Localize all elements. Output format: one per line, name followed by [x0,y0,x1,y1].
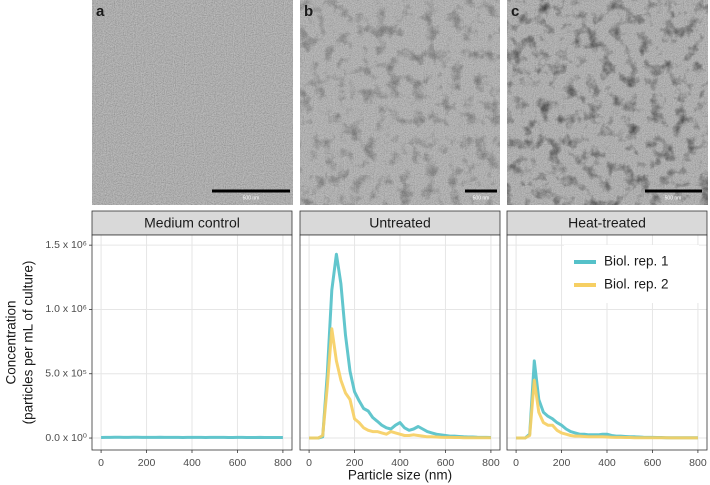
legend-box [564,245,699,303]
x-tick-label: 0 [513,457,519,469]
facet-strip [91,210,293,236]
panel-label: a [96,3,105,20]
y-tick-label: 0.0 x 10⁰ [45,432,87,444]
x-tick-label: 0 [306,457,312,469]
y-axis-label: Concentration [4,300,19,384]
scale-bar-label: 500 nm [665,195,682,201]
tem-image-c: 500 nm c [507,0,708,205]
facet-title: Untreated [369,215,430,231]
scale-bar-label: 500 nm [243,195,260,201]
x-tick-label: 600 [437,457,455,469]
x-tick-label: 800 [482,457,500,469]
x-tick-label: 400 [598,457,616,469]
legend-label: Biol. rep. 1 [604,254,669,269]
y-tick-label: 1.0 x 10⁶ [45,303,87,315]
scale-bar-label: 500 nm [473,195,490,201]
facet-strip [299,210,501,236]
x-tick-label: 200 [346,457,364,469]
panel-label: b [304,3,313,20]
x-tick-label: 200 [553,457,571,469]
x-axis-label: Particle size (nm) [348,468,452,483]
x-tick-label: 800 [689,457,707,469]
x-tick-label: 600 [644,457,662,469]
x-tick-label: 400 [391,457,409,469]
x-tick-label: 600 [229,457,247,469]
data-line [309,327,491,440]
y-axis-label: (particles per mL of culture) [21,261,36,425]
data-line [516,378,698,440]
tem-image-b: 500 nm b [300,0,500,205]
x-tick-label: 200 [138,457,156,469]
plot-border [506,234,708,451]
y-tick-label: 5.0 x 10⁵ [45,368,87,380]
y-tick-label: 1.5 x 10⁶ [45,239,87,251]
facet-strip [506,210,708,236]
facet-title: Medium control [144,215,240,231]
legend-label: Biol. rep. 2 [604,277,669,292]
x-tick-label: 400 [183,457,201,469]
x-tick-label: 800 [274,457,292,469]
panel-label: c [511,3,519,20]
plot-border [91,234,293,451]
tem-image-a: 500 nm a [92,0,293,205]
x-tick-label: 0 [98,457,104,469]
facet-title: Heat-treated [568,215,646,231]
plot-border [299,234,501,451]
